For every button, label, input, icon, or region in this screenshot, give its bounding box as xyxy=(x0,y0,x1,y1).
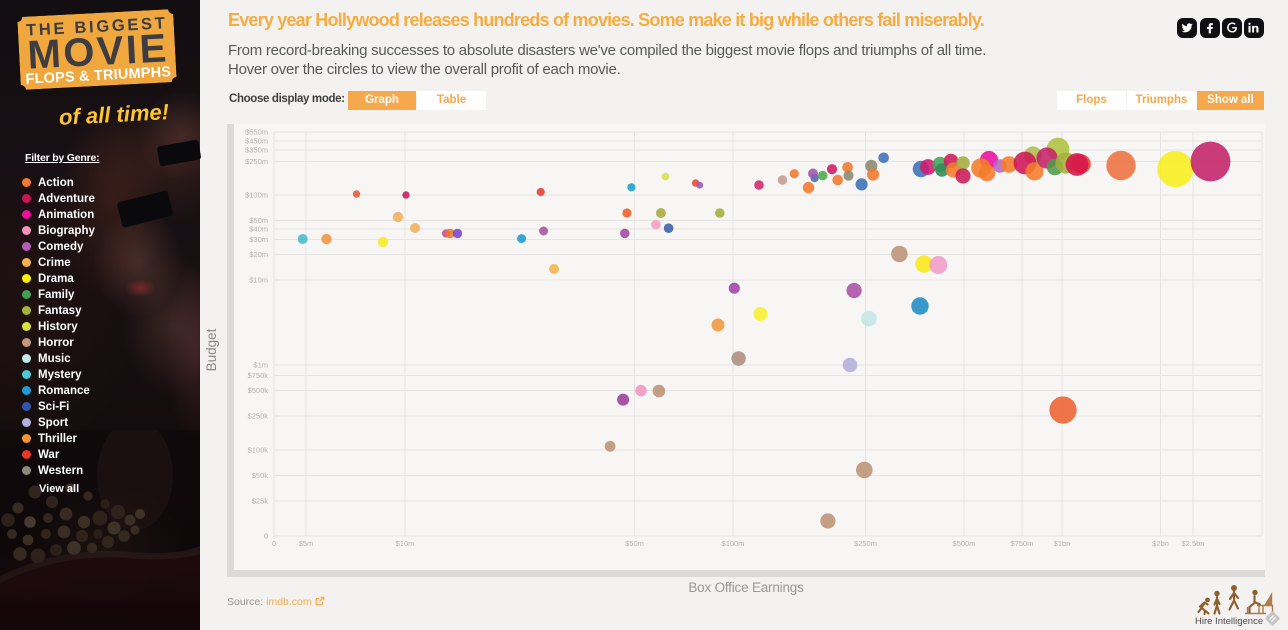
svg-text:$25k: $25k xyxy=(252,497,269,506)
svg-text:$30m: $30m xyxy=(249,235,268,244)
svg-text:0: 0 xyxy=(264,532,268,541)
svg-text:$1bn: $1bn xyxy=(1054,539,1071,548)
svg-text:$750m: $750m xyxy=(1011,539,1034,548)
svg-text:$550m: $550m xyxy=(245,128,268,137)
svg-text:$2.5bn: $2.5bn xyxy=(1182,539,1205,548)
svg-text:$100k: $100k xyxy=(248,446,269,455)
svg-text:$2bn: $2bn xyxy=(1152,539,1169,548)
svg-text:$5m: $5m xyxy=(299,539,314,548)
svg-text:0: 0 xyxy=(272,539,276,548)
svg-text:$750k: $750k xyxy=(248,371,269,380)
svg-text:$10m: $10m xyxy=(249,276,268,285)
svg-text:$500m: $500m xyxy=(953,539,976,548)
svg-text:$450m: $450m xyxy=(245,137,268,146)
svg-text:Hire Intelligence: Hire Intelligence xyxy=(1195,616,1263,627)
svg-text:$50m: $50m xyxy=(625,539,644,548)
svg-text:$10m: $10m xyxy=(396,539,415,548)
svg-text:$50k: $50k xyxy=(252,471,269,480)
svg-text:Budget: Budget xyxy=(204,328,219,371)
svg-text:$1m: $1m xyxy=(253,361,268,370)
svg-text:$100m: $100m xyxy=(245,191,268,200)
svg-text:$250m: $250m xyxy=(854,539,877,548)
svg-text:$100m: $100m xyxy=(722,539,745,548)
svg-text:$50m: $50m xyxy=(249,216,268,225)
svg-text:$20m: $20m xyxy=(249,250,268,259)
svg-text:$350m: $350m xyxy=(245,146,268,155)
svg-text:$250m: $250m xyxy=(245,157,268,166)
svg-text:$500k: $500k xyxy=(248,386,269,395)
svg-text:$250k: $250k xyxy=(248,412,269,421)
svg-text:Box Office Earnings: Box Office Earnings xyxy=(688,580,804,595)
svg-text:$40m: $40m xyxy=(249,225,268,234)
